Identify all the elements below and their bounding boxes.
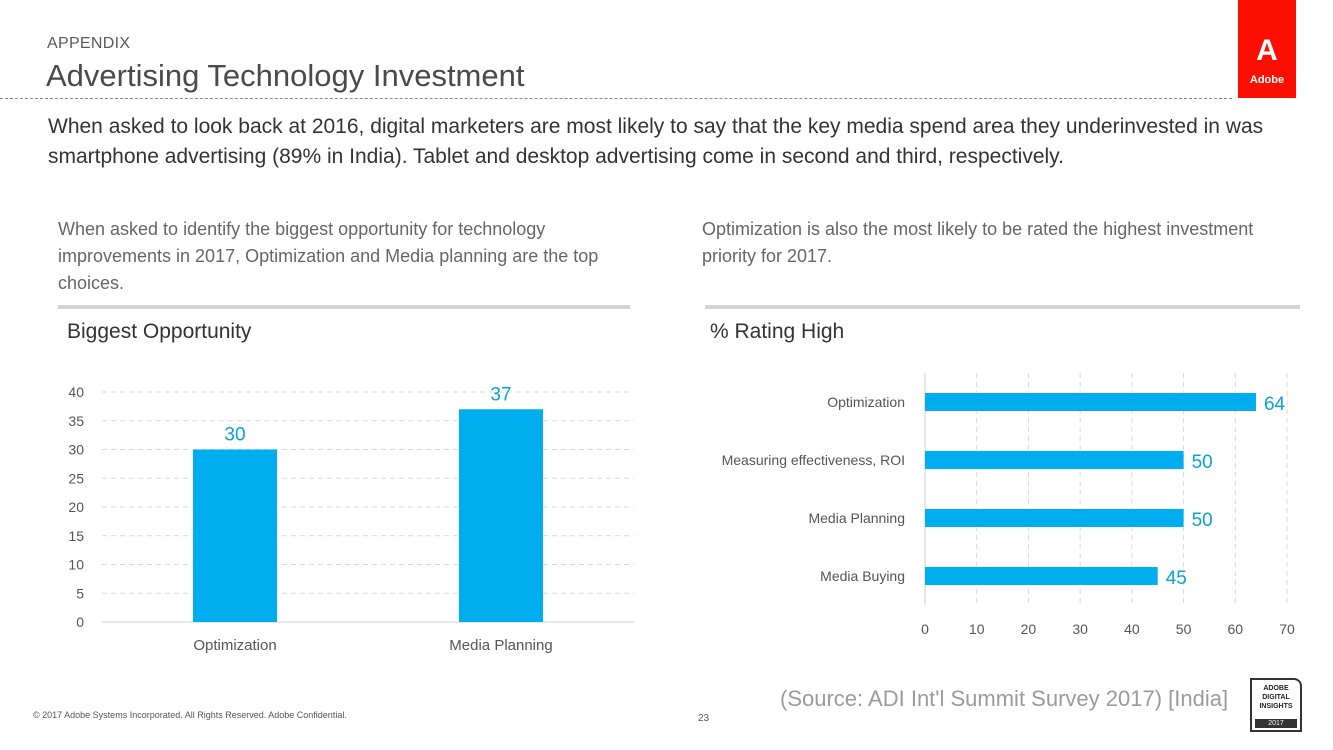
title-divider [0, 98, 1232, 99]
y-tick-label: 35 [68, 413, 84, 429]
bar [925, 509, 1184, 527]
badge-line: ADOBE [1263, 685, 1289, 692]
x-tick-label: 0 [921, 621, 929, 637]
data-label: 50 [1192, 452, 1213, 473]
data-label: 50 [1192, 510, 1213, 531]
y-tick-label: 15 [68, 528, 84, 544]
data-label: 45 [1166, 568, 1187, 589]
page-number: 23 [698, 713, 710, 724]
badge-year: 2017 [1255, 719, 1297, 728]
left-description: When asked to identify the biggest oppor… [58, 219, 599, 293]
bar [193, 449, 277, 622]
data-label: 37 [490, 384, 511, 405]
adobe-digital-insights-badge: ADOBE DIGITAL INSIGHTS 2017 [1250, 678, 1302, 732]
x-tick-label: Optimization [193, 637, 276, 654]
bar [925, 567, 1158, 585]
y-tick-label: Measuring effectiveness, ROI [722, 452, 905, 468]
y-tick-label: 40 [68, 384, 84, 400]
y-tick-label: 25 [68, 470, 84, 486]
adobe-a-icon: A [1256, 34, 1278, 67]
x-tick-label: Media Planning [449, 637, 552, 654]
data-label: 30 [224, 425, 245, 446]
y-tick-label: 30 [68, 442, 84, 458]
x-tick-label: 50 [1176, 621, 1192, 637]
data-label: 64 [1264, 394, 1286, 415]
y-tick-label: 0 [76, 614, 84, 630]
y-tick-label: 5 [76, 585, 84, 601]
x-tick-label: 40 [1124, 621, 1140, 637]
left-divider [58, 305, 630, 309]
section-label: APPENDIX [47, 35, 131, 52]
x-tick-label: 20 [1021, 621, 1037, 637]
right-divider [705, 305, 1300, 309]
y-tick-label: Optimization [827, 394, 905, 410]
left-chart-title: Biggest Opportunity [67, 320, 252, 343]
rating-high-chart: 0 10 20 30 40 50 60 70 64 Optimization 50 Measuring… [722, 373, 1295, 637]
badge-line: DIGITAL [1262, 694, 1290, 701]
y-tick-label: Media Buying [820, 568, 905, 584]
right-chart-title: % Rating High [710, 320, 845, 343]
bar [925, 451, 1184, 469]
x-tick-label: 70 [1279, 621, 1295, 637]
adobe-logo: A Adobe [1238, 0, 1296, 98]
y-tick-label: 20 [68, 499, 84, 515]
page-title: Advertising Technology Investment [46, 58, 525, 93]
y-tick-label: 10 [68, 557, 84, 573]
adobe-logo-word: Adobe [1249, 74, 1285, 86]
bar [459, 409, 543, 622]
right-description: Optimization is also the most likely to … [702, 219, 1254, 266]
y-tick-label: Media Planning [808, 510, 905, 526]
x-tick-label: 60 [1227, 621, 1243, 637]
bar [925, 393, 1256, 411]
badge-line: INSIGHTS [1259, 703, 1293, 710]
biggest-opportunity-chart: 0 5 10 15 20 25 30 35 40 30 Optimization 37 Media Pl… [68, 384, 634, 654]
x-tick-label: 10 [969, 621, 985, 637]
x-tick-label: 30 [1072, 621, 1088, 637]
copyright-footer: © 2017 Adobe Systems Incorporated. All R… [33, 710, 347, 720]
summary-text: When asked to look back at 2016, digital… [48, 115, 1264, 168]
source-note: (Source: ADI Int'l Summit Survey 2017) [… [780, 686, 1229, 711]
